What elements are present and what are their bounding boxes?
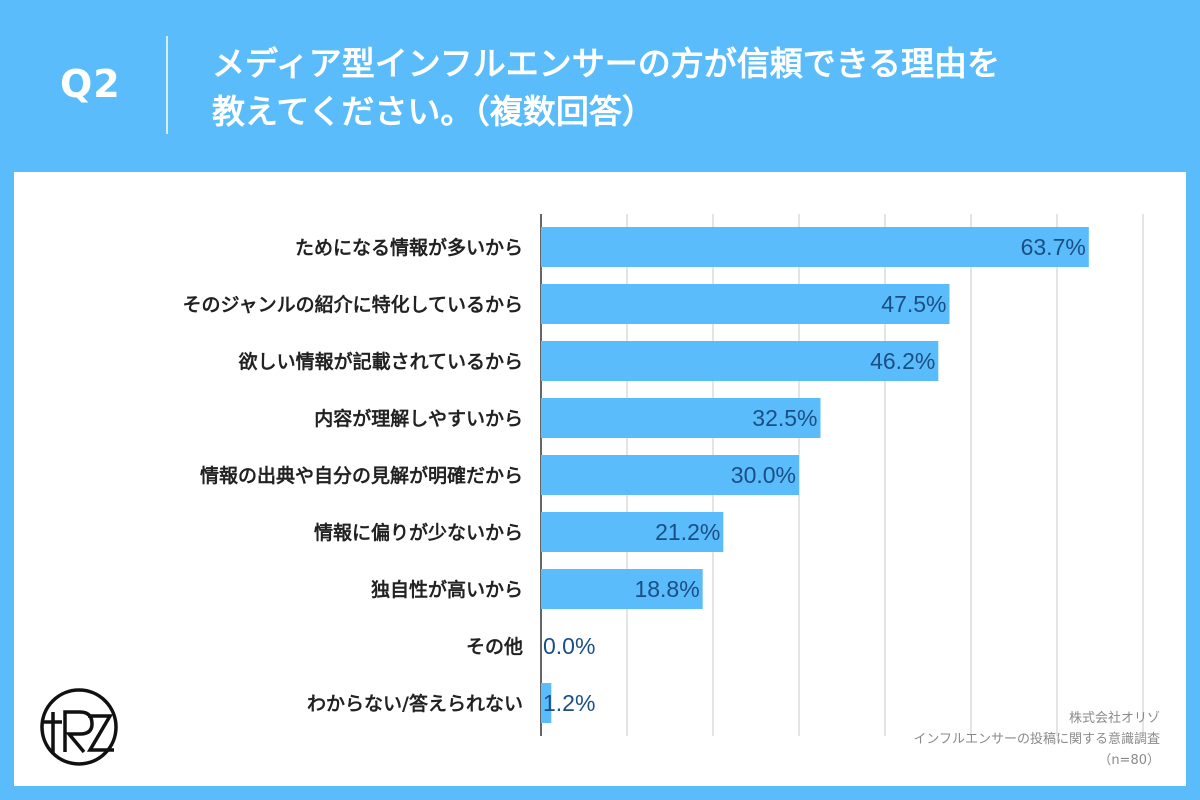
category-label: そのジャンルの紹介に特化しているから — [183, 293, 523, 316]
footnote-sample-size: （n=80） — [1098, 753, 1160, 768]
title-line-1: メディア型インフルエンサーの方が信頼できる理由を — [212, 44, 1001, 83]
value-label: 1.2% — [543, 690, 595, 716]
bar — [541, 398, 821, 438]
category-label: 欲しい情報が記載されているから — [238, 350, 523, 373]
bar — [541, 341, 939, 381]
category-label: 情報の出典や自分の見解が明確だから — [200, 464, 523, 487]
footnote-survey: インフルエンサーの投稿に関する意識調査 — [913, 732, 1160, 747]
value-label: 30.0% — [731, 462, 796, 488]
header-divider — [166, 36, 168, 134]
bar — [541, 284, 950, 324]
value-label: 18.8% — [634, 576, 699, 602]
category-label: 独自性が高いから — [371, 578, 523, 601]
bar-chart: ためになる情報が多いからそのジャンルの紹介に特化しているから欲しい情報が記載され… — [183, 214, 1144, 736]
category-label: 内容が理解しやすいから — [314, 407, 523, 430]
bar — [541, 455, 799, 495]
question-number: Q2 — [60, 62, 121, 106]
header: Q2 メディア型インフルエンサーの方が信頼できる理由を 教えてください。（複数回… — [0, 0, 1200, 172]
value-label: 46.2% — [870, 348, 935, 374]
category-labels: ためになる情報が多いからそのジャンルの紹介に特化しているから欲しい情報が記載され… — [183, 236, 523, 715]
value-label: 47.5% — [881, 291, 946, 317]
footnote-company: 株式会社オリゾ — [1068, 711, 1160, 726]
category-label: その他 — [466, 635, 523, 658]
bar — [541, 512, 724, 552]
value-labels: 63.7% 47.5% 46.2% 32.5% 30.0% 21.2% 18.8% 0.0% 1… — [543, 234, 1086, 716]
category-label: わからない/答えられない — [307, 692, 523, 715]
bar — [541, 569, 703, 609]
page-title: メディア型インフルエンサーの方が信頼できる理由を 教えてください。（複数回答） — [212, 40, 1172, 136]
value-label: 0.0% — [543, 633, 595, 659]
category-label: ためになる情報が多いから — [295, 236, 523, 259]
bar — [541, 227, 1089, 267]
footnote: 株式会社オリゾ インフルエンサーの投稿に関する意識調査 （n=80） — [913, 708, 1160, 771]
orizo-logo-icon — [40, 688, 118, 766]
value-label: 32.5% — [752, 405, 817, 431]
category-label: 情報に偏りが少ないから — [314, 521, 523, 544]
bars — [541, 227, 1089, 723]
value-label: 21.2% — [655, 519, 720, 545]
value-label: 63.7% — [1021, 234, 1086, 260]
title-line-2: 教えてください。（複数回答） — [212, 92, 655, 131]
chart-panel: ためになる情報が多いからそのジャンルの紹介に特化しているから欲しい情報が記載され… — [14, 172, 1186, 786]
bar — [541, 683, 552, 723]
